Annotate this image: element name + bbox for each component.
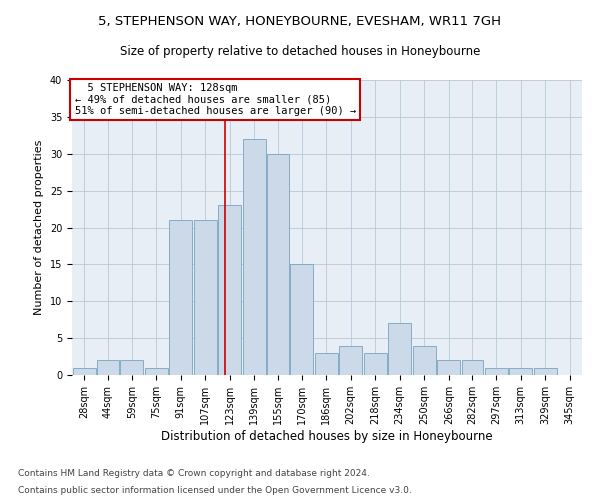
Bar xyxy=(485,368,508,375)
Text: 5, STEPHENSON WAY, HONEYBOURNE, EVESHAM, WR11 7GH: 5, STEPHENSON WAY, HONEYBOURNE, EVESHAM,… xyxy=(98,15,502,28)
Bar xyxy=(194,220,217,375)
Bar xyxy=(533,368,557,375)
Bar xyxy=(218,206,241,375)
Bar xyxy=(290,264,313,375)
Bar xyxy=(97,360,119,375)
Bar xyxy=(314,353,338,375)
Bar xyxy=(73,368,96,375)
Bar xyxy=(413,346,436,375)
Bar xyxy=(169,220,193,375)
Bar xyxy=(364,353,387,375)
Bar xyxy=(242,139,266,375)
Y-axis label: Number of detached properties: Number of detached properties xyxy=(34,140,44,315)
Text: Size of property relative to detached houses in Honeybourne: Size of property relative to detached ho… xyxy=(120,45,480,58)
Text: Contains HM Land Registry data © Crown copyright and database right 2024.: Contains HM Land Registry data © Crown c… xyxy=(18,468,370,477)
Bar xyxy=(509,368,532,375)
X-axis label: Distribution of detached houses by size in Honeybourne: Distribution of detached houses by size … xyxy=(161,430,493,442)
Bar xyxy=(267,154,289,375)
Bar xyxy=(437,360,460,375)
Bar xyxy=(388,324,412,375)
Text: Contains public sector information licensed under the Open Government Licence v3: Contains public sector information licen… xyxy=(18,486,412,495)
Bar xyxy=(120,360,143,375)
Text: 5 STEPHENSON WAY: 128sqm  
← 49% of detached houses are smaller (85)
51% of semi: 5 STEPHENSON WAY: 128sqm ← 49% of detach… xyxy=(74,83,356,116)
Bar xyxy=(145,368,168,375)
Bar xyxy=(339,346,362,375)
Bar xyxy=(461,360,484,375)
